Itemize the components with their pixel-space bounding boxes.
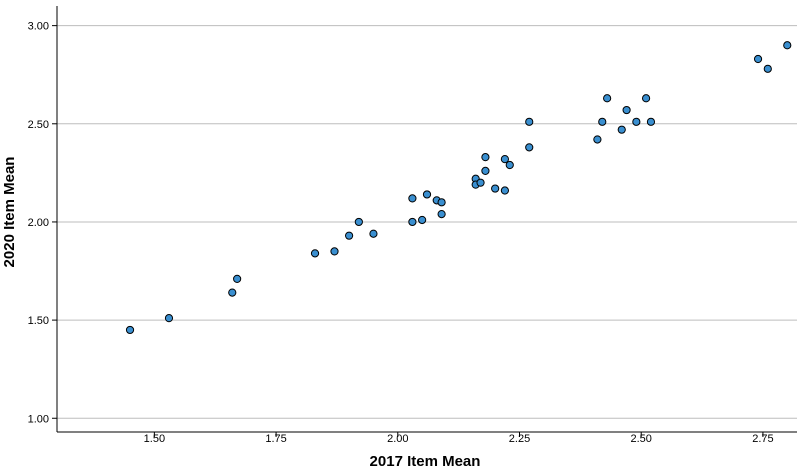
data-point xyxy=(330,247,339,256)
data-point xyxy=(354,217,363,227)
data-point xyxy=(310,249,320,258)
data-point xyxy=(228,288,237,297)
data-point xyxy=(593,135,602,144)
data-point xyxy=(641,94,651,103)
x-tick-label: 1.75 xyxy=(265,433,286,445)
x-tick-label: 2.00 xyxy=(387,433,408,445)
data-point xyxy=(125,325,135,335)
data-point xyxy=(617,125,626,134)
y-tick-label: 2.00 xyxy=(28,217,49,229)
x-tick-label: 2.50 xyxy=(630,433,651,445)
y-tick-label: 1.50 xyxy=(28,315,49,327)
data-point xyxy=(345,231,354,240)
gridlines xyxy=(57,25,797,419)
data-point xyxy=(408,217,417,227)
data-point xyxy=(598,117,607,126)
data-point xyxy=(164,314,174,323)
y-tick-label: 2.50 xyxy=(28,119,49,131)
data-point xyxy=(233,274,242,283)
data-points xyxy=(125,41,792,335)
data-point xyxy=(481,153,490,162)
y-tick-label: 1.00 xyxy=(28,413,49,425)
data-point xyxy=(491,184,500,193)
data-point xyxy=(603,94,612,103)
data-point xyxy=(500,155,509,164)
x-tick-label: 2.75 xyxy=(752,433,773,445)
x-tick-label: 1.50 xyxy=(144,433,165,445)
data-point xyxy=(646,117,656,126)
data-point xyxy=(632,117,641,126)
data-point xyxy=(422,190,432,199)
data-point xyxy=(763,64,772,73)
data-point xyxy=(753,54,763,64)
data-point xyxy=(437,209,446,219)
data-point xyxy=(437,198,446,207)
data-point xyxy=(369,229,378,238)
x-axis-ticks: 1.50 1.75 2.00 2.25 2.50 2.75 xyxy=(144,432,774,445)
data-point xyxy=(783,41,792,50)
y-axis-title: 2020 Item Mean xyxy=(1,157,18,268)
x-tick-label: 2.25 xyxy=(509,433,530,445)
data-point xyxy=(525,143,534,152)
data-point xyxy=(481,166,490,176)
y-tick-label: 3.00 xyxy=(28,21,49,33)
x-axis-title: 2017 Item Mean xyxy=(370,453,481,468)
data-point xyxy=(418,215,427,225)
data-point xyxy=(500,186,509,195)
data-point xyxy=(622,105,631,115)
y-axis-ticks: 1.00 1.50 2.00 2.50 3.00 xyxy=(28,21,57,425)
data-point xyxy=(505,160,514,170)
data-point xyxy=(476,178,485,187)
data-point xyxy=(408,194,417,203)
data-point xyxy=(525,117,534,126)
